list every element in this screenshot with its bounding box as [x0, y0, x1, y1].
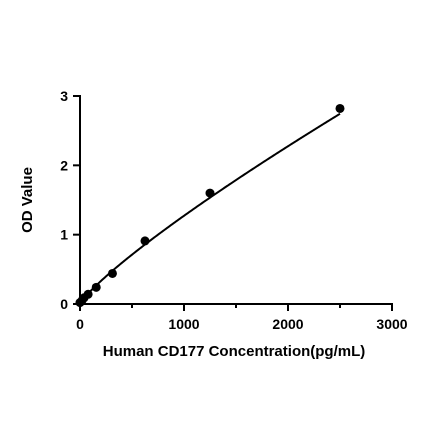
y-ticks: 0 1 2 3	[60, 88, 80, 312]
x-tick-label: 2000	[272, 316, 303, 332]
data-point	[335, 103, 345, 113]
x-tick-label: 3000	[376, 316, 407, 332]
data-point	[205, 188, 215, 198]
x-tick-label: 0	[76, 316, 84, 332]
fit-curve	[79, 112, 341, 304]
data-point	[140, 236, 150, 246]
y-axis-title: OD Value	[19, 167, 36, 233]
y-tick-label: 1	[60, 227, 68, 243]
y-tick-label: 0	[60, 296, 68, 312]
y-tick-label: 2	[60, 157, 68, 173]
data-point	[107, 268, 117, 278]
data-points	[75, 103, 345, 308]
x-axis-title: Human CD177 Concentration(pg/mL)	[103, 343, 366, 360]
data-point	[91, 282, 101, 292]
x-tick-label: 1000	[168, 316, 199, 332]
axes	[73, 95, 393, 311]
y-tick-label: 3	[60, 88, 68, 104]
x-ticks: 0 1000 2000 3000	[76, 304, 408, 332]
data-point	[83, 289, 93, 299]
